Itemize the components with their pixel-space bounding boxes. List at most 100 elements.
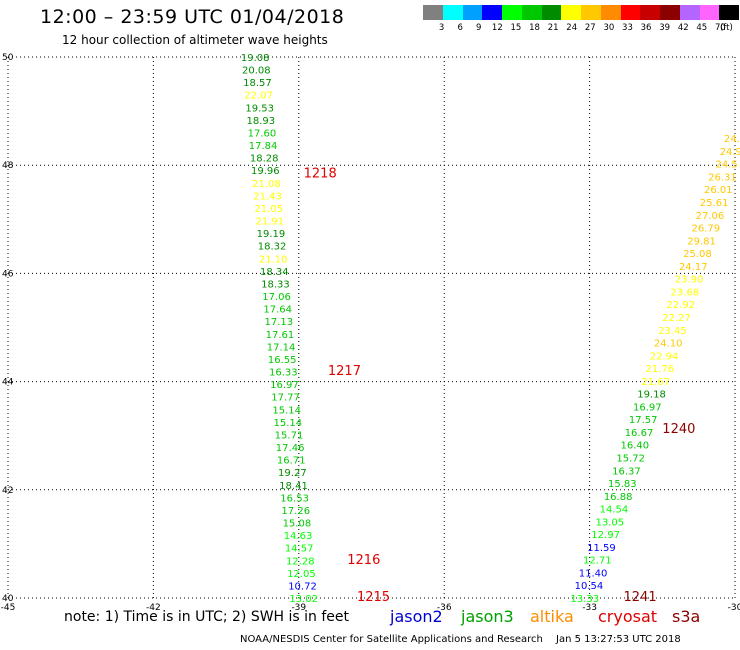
wave-height-label: 11.40 [579,568,608,579]
y-tick-label: 46 [2,269,14,279]
legend-swatch [541,5,562,20]
wave-height-label: 26.79 [691,224,720,235]
wave-height-label: 15.83 [608,479,637,490]
wave-height-label: 21.43 [253,191,282,202]
wave-height-label: 19.96 [251,166,280,177]
wave-height-label: 16.37 [612,466,641,477]
credit-org: NOAA/NESDIS Center for Satellite Applica… [240,634,543,645]
y-tick-label: 42 [2,486,13,496]
legend-unit: (ft) [719,23,733,33]
wave-height-label: 20.08 [242,66,271,77]
pass-time-label: 1218 [304,166,337,181]
wave-height-label: 19.27 [278,468,307,479]
wave-height-label: 19.08 [241,53,270,64]
wave-height-label: 18.33 [261,279,290,290]
legend-tick-label: 39 [659,23,671,33]
wave-height-label: 16.53 [280,493,309,504]
wave-height-label: 22.07 [244,91,273,102]
wave-height-label: 24.9 [720,147,740,158]
wave-height-label: 23.90 [675,275,704,286]
legend-swatch [442,5,463,20]
y-tick-label: 50 [2,53,14,63]
wave-height-label: 24.3 [724,134,740,145]
legend-tick-label: 36 [640,23,652,33]
wave-height-label: 24.5 [716,160,738,171]
legend-tick-label: 30 [603,23,615,33]
wave-height-label: 25.61 [700,198,729,209]
wave-height-label: 29.81 [687,236,716,247]
footer-note: note: 1) Time is in UTC; 2) SWH is in fe… [64,609,350,625]
wave-height-label: 16.40 [621,441,650,452]
wave-height-label: 12.05 [287,569,316,580]
wave-height-label: 23.45 [658,326,687,337]
wave-height-label: 22.92 [666,300,695,311]
wave-height-label: 10.72 [288,581,317,592]
pass-time-label: 1215 [357,590,390,605]
wave-height-label: 21.91 [256,217,285,228]
wave-height-label: 14.63 [284,531,313,542]
wave-height-label: 16.67 [625,428,654,439]
wave-height-label: 19.18 [637,390,666,401]
legend-tick-label: 6 [457,23,463,33]
wave-height-label: 22.94 [650,351,679,362]
wave-height-label: 16.97 [633,402,662,413]
satellite-legend-altika: altika [530,607,574,626]
y-tick-label: 40 [2,594,14,604]
legend-swatch [502,5,522,20]
color-legend: 3 6 9 12 15 18 21 24 27 30 33 36 39 42 45 70 (ft) [423,5,739,35]
legend-tick-label: 70 [714,23,726,33]
legend-swatch [620,5,641,20]
color-legend-ticks: 3 6 9 12 15 18 21 24 27 30 33 36 39 42 45 70 (ft) [423,23,739,35]
legend-tick-label: 9 [476,23,482,33]
x-tick-label: -42 [146,603,161,613]
wave-height-label: 18.34 [260,267,289,278]
x-tick-label: -45 [1,603,16,613]
legend-tick-label: 12 [491,23,503,33]
wave-height-label: 12.97 [591,530,620,541]
legend-tick-label: 18 [529,23,540,33]
x-tick-label: -36 [437,603,452,613]
wave-height-label: 26.31 [708,172,737,183]
wave-height-label: 17.77 [271,393,300,404]
satellite-legend-s3a: s3a [672,607,701,626]
wave-height-label: 22.27 [662,313,691,324]
y-tick-label: 48 [2,161,14,171]
wave-height-label: 16.88 [604,492,633,503]
wave-height-label: 19.19 [257,229,286,240]
wave-height-label: 11.59 [587,543,616,554]
wave-height-label: 12.71 [583,556,612,567]
legend-swatch [660,5,680,20]
color-legend-bar [423,5,739,20]
wave-height-label: 21.10 [259,254,288,265]
wave-height-label: 16.97 [270,380,299,391]
legend-swatch [561,5,581,20]
pass-time-label: 1216 [347,553,380,568]
legend-swatch [482,5,502,20]
wave-height-label: 13.02 [289,594,318,605]
wave-height-label: 18.41 [279,481,308,492]
pass-time-label: 1240 [662,422,695,437]
legend-swatch [423,5,443,20]
wave-height-label: 18.57 [243,78,272,89]
legend-tick-label: 27 [584,23,596,33]
legend-tick-label: 3 [438,23,445,33]
wave-height-label: 16.33 [269,368,298,379]
credit-timestamp: Jan 5 13:27:53 UTC 2018 [556,634,681,645]
wave-height-label: 27.06 [696,211,725,222]
wave-height-label: 19.53 [245,103,274,114]
wave-height-label: 24.10 [654,339,683,350]
wave-height-label: 23.68 [671,287,700,298]
legend-swatch [521,5,542,20]
wave-height-label: 17.14 [267,342,296,353]
wave-height-label: 18.28 [250,154,279,165]
wave-height-label: 17.84 [249,141,278,152]
satellite-legend-jason2: jason2 [390,607,443,626]
wave-height-label: 24.17 [679,262,708,273]
legend-tick-label: 42 [677,23,689,33]
chart-title: 12:00 – 23:59 UTC 01/04/2018 [40,6,345,28]
legend-swatch [679,5,700,20]
legend-tick-label: 33 [622,23,633,33]
x-tick-label: -33 [582,603,597,613]
wave-height-label: 17.64 [263,305,292,316]
